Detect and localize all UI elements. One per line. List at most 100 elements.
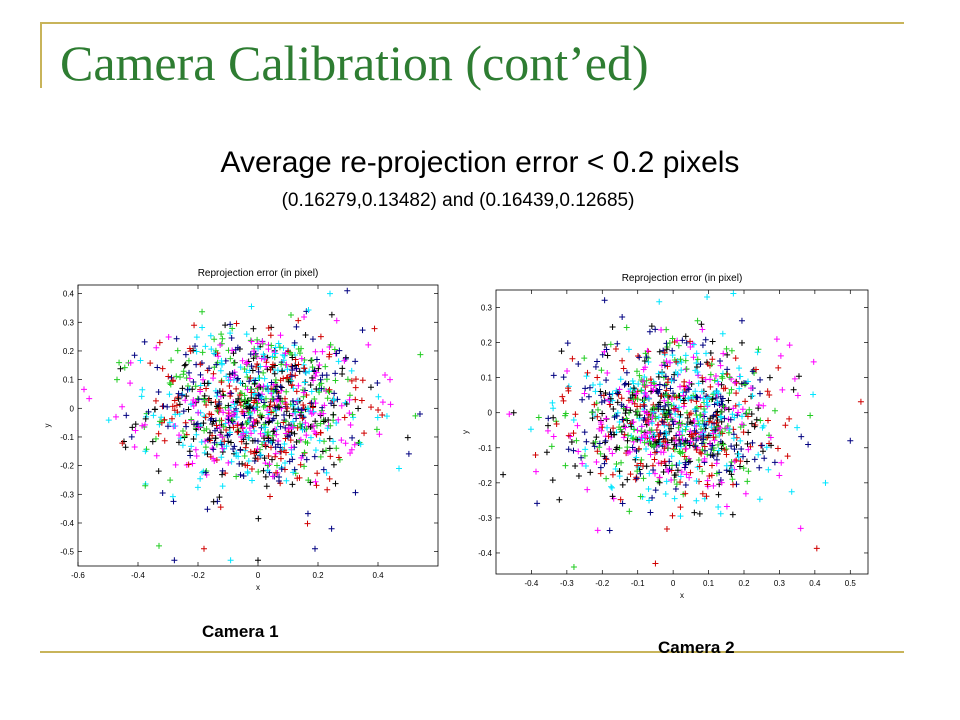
data-point [737,424,744,431]
data-point [281,411,288,418]
data-point [296,368,303,375]
data-point [373,426,380,433]
data-point [269,395,276,402]
data-point [284,374,291,381]
data-point [652,560,659,567]
data-point [624,432,631,439]
data-point [506,411,513,418]
data-point [248,363,255,370]
data-point [314,470,321,477]
data-point [348,446,355,453]
data-point [733,434,740,441]
data-point [278,466,285,473]
data-point [676,448,683,455]
data-point [365,341,372,348]
data-point [175,390,182,397]
data-point [693,446,700,453]
data-point [326,435,333,442]
data-point [227,429,234,436]
data-point [282,430,289,437]
data-point [651,432,658,439]
data-point [668,425,675,432]
data-point [679,337,686,344]
data-point [131,352,138,359]
data-point [376,431,383,438]
data-point [194,484,201,491]
data-point [704,294,711,301]
data-point [298,454,305,461]
data-point [599,410,606,417]
data-point [691,427,698,434]
data-point [277,395,284,402]
data-point [351,441,358,448]
data-point [713,470,720,477]
data-point [652,413,659,420]
data-point [282,460,289,467]
data-point [275,478,282,485]
y-tick-label: 0 [488,409,493,418]
data-point [197,382,204,389]
data-point [139,386,146,393]
data-point [733,390,740,397]
data-point [253,404,260,411]
data-point [681,453,688,460]
data-point [720,350,727,357]
data-point [752,366,759,373]
data-point [301,379,308,386]
data-point [244,374,251,381]
data-point [738,317,745,324]
data-point [756,496,763,503]
data-point [755,401,762,408]
data-point [670,445,677,452]
data-point [335,454,342,461]
data-point [766,374,773,381]
data-point [267,332,274,339]
data-point [624,437,631,444]
data-point [649,494,656,501]
data-point [220,392,227,399]
data-point [699,326,706,333]
data-point [695,380,702,387]
data-point [153,452,160,459]
data-point [328,311,335,318]
data-point [593,458,600,465]
data-point [169,493,176,500]
data-point [672,485,679,492]
data-point [313,431,320,438]
data-point [623,369,630,376]
data-point [720,403,727,410]
data-point [645,486,652,493]
data-point [617,496,624,503]
data-point [282,350,289,357]
x-tick-label: 0.4 [809,579,821,588]
data-point [193,452,200,459]
data-point [338,437,345,444]
camera1-label: Camera 1 [202,622,279,641]
scatter-points [500,290,864,570]
data-point [746,406,753,413]
data-point [249,477,256,484]
data-point [641,439,648,446]
data-point [306,368,313,375]
data-point [307,423,314,430]
data-point [283,477,290,484]
data-point [169,403,176,410]
data-point [686,474,693,481]
data-point [616,445,623,452]
data-point [193,431,200,438]
x-tick-label: 0.3 [774,579,786,588]
data-point [313,386,320,393]
data-point [241,412,248,419]
data-point [191,322,198,329]
data-point [622,410,629,417]
data-point [560,374,567,381]
data-point [677,443,684,450]
data-point [299,426,306,433]
data-point [119,403,126,410]
data-point [244,470,251,477]
y-tick-label: -0.3 [60,490,74,499]
data-point [636,372,643,379]
data-point [613,387,620,394]
data-point [621,381,628,388]
data-point [128,433,135,440]
